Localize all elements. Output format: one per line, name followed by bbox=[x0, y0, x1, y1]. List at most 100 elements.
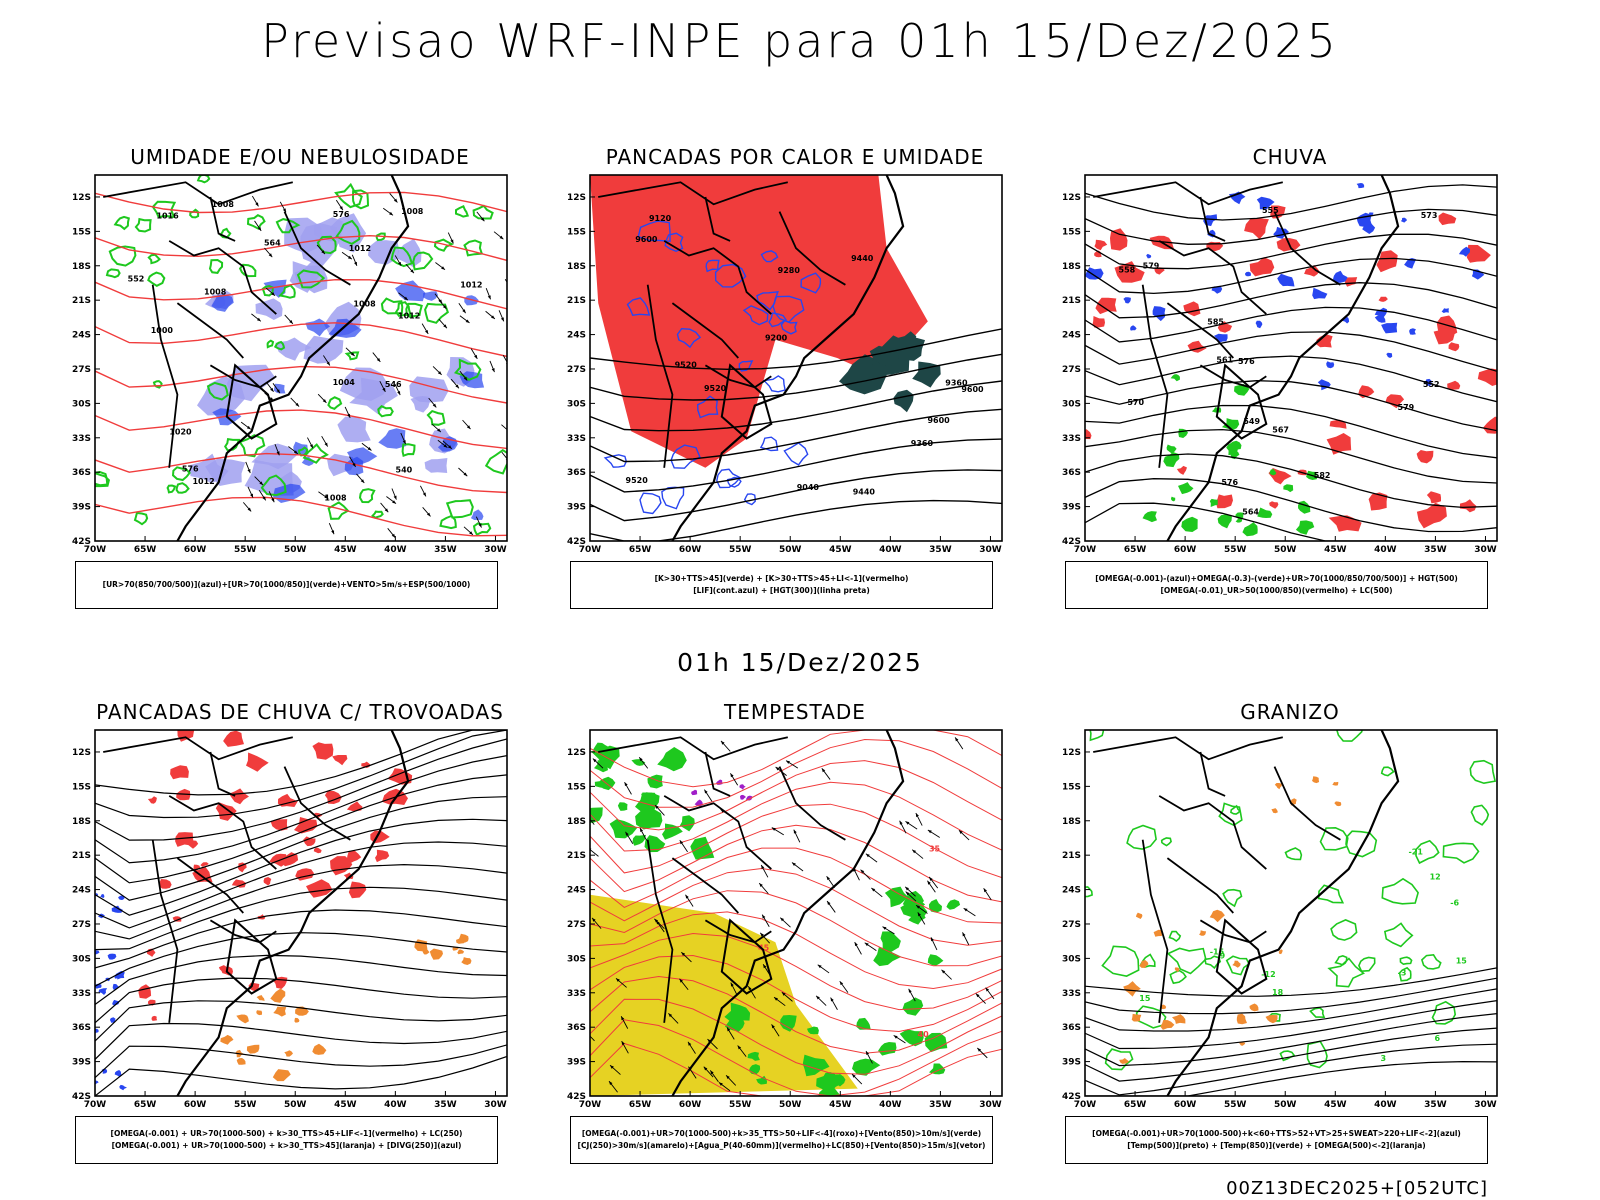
legend-box: [K>30+TTS>45](verde) + [K>30+TTS>45+LI<-… bbox=[570, 561, 993, 609]
lat-tick-label: 39S bbox=[72, 1058, 91, 1068]
wind-850-area bbox=[880, 931, 901, 952]
wind-vector-head bbox=[685, 894, 689, 899]
rain-area bbox=[1085, 429, 1092, 440]
wind-vector-head bbox=[322, 399, 327, 403]
lif-contour bbox=[783, 442, 809, 466]
contour-label: 582 bbox=[1314, 471, 1331, 480]
lat-tick-label: 18S bbox=[72, 817, 91, 827]
low-humidity-contour bbox=[316, 235, 337, 255]
precipitable-water-contour bbox=[590, 975, 1002, 1054]
temp-500-contour bbox=[1085, 967, 1497, 997]
wind-vector-head bbox=[727, 1027, 731, 1032]
wind-vector-head bbox=[478, 523, 482, 528]
lon-tick-label: 30W bbox=[1474, 1100, 1497, 1110]
omega-area bbox=[1209, 909, 1225, 923]
low-humidity-contour bbox=[171, 466, 191, 482]
lat-tick-label: 12S bbox=[1062, 748, 1081, 758]
thunderstorm-area bbox=[200, 862, 209, 867]
lat-tick-label: 12S bbox=[567, 748, 586, 758]
wind-vector-head bbox=[899, 820, 903, 825]
state-border bbox=[151, 839, 179, 1023]
lat-tick-label: 15S bbox=[72, 782, 91, 792]
wind-vector-head bbox=[491, 368, 495, 373]
state-border bbox=[1093, 181, 1283, 206]
temp-850-contour bbox=[1204, 955, 1222, 970]
wind-vector bbox=[501, 424, 507, 431]
temp-850-contour bbox=[1160, 837, 1172, 847]
rain-area bbox=[1438, 212, 1457, 226]
streamline bbox=[95, 886, 507, 951]
omega-area bbox=[1199, 930, 1207, 936]
wind-vector-head bbox=[500, 317, 504, 322]
wind-vector bbox=[590, 849, 599, 857]
contour-label: 1000 bbox=[151, 326, 174, 335]
humidity-core bbox=[344, 456, 364, 476]
wind-vector-head bbox=[905, 886, 909, 891]
state-border bbox=[1199, 919, 1267, 944]
state-border bbox=[598, 736, 788, 761]
wind-vector-head bbox=[271, 292, 276, 296]
wind-vector-head bbox=[830, 997, 834, 1002]
wind-850-area bbox=[780, 1015, 797, 1032]
thunderstorm-area bbox=[172, 916, 182, 922]
coastline bbox=[1166, 175, 1400, 541]
state-border bbox=[778, 766, 846, 841]
wind-vector bbox=[501, 451, 507, 460]
lat-tick-label: 42S bbox=[567, 1092, 586, 1102]
wind-vector-head bbox=[775, 766, 780, 771]
wind-vector-head bbox=[463, 376, 468, 381]
lat-tick-label: 27S bbox=[1062, 920, 1081, 930]
rain-area bbox=[1459, 499, 1477, 513]
wind-vector-head bbox=[929, 876, 933, 881]
wind-vector-head bbox=[257, 226, 262, 231]
wind-vector-head bbox=[882, 926, 887, 930]
wind-vector-head bbox=[983, 888, 987, 893]
temp-850-contour bbox=[1336, 730, 1363, 742]
map-granizo: 15 12 9 6 3 -3 -6 -21 -15 -12 18 15 12S 15S 18S 21S 24S 2… bbox=[1062, 729, 1498, 1110]
wind-vector-head bbox=[309, 444, 313, 449]
wind-vector-head bbox=[474, 354, 478, 359]
low-humidity-contour bbox=[390, 246, 414, 268]
divergence-area bbox=[114, 975, 120, 979]
wind-vector-head bbox=[262, 496, 266, 501]
low-humidity-contour bbox=[401, 443, 416, 458]
state-border bbox=[704, 196, 731, 242]
ascent-area bbox=[1458, 246, 1470, 257]
wind-vector-head bbox=[397, 391, 401, 396]
ascent-area bbox=[1404, 258, 1417, 269]
lat-tick-label: 36S bbox=[72, 1023, 91, 1033]
lat-tick-label: 15S bbox=[1062, 227, 1081, 237]
thunderstorm-area bbox=[312, 742, 334, 760]
temp-850-contour bbox=[1327, 957, 1365, 988]
lif-contour bbox=[780, 319, 798, 335]
strong-ascent-area bbox=[1142, 511, 1157, 523]
lon-tick-label: 40W bbox=[384, 1100, 407, 1110]
ascent-area bbox=[1374, 314, 1386, 323]
low-humidity-contour bbox=[327, 396, 343, 410]
temp-850-contour bbox=[1222, 888, 1243, 908]
instability-area bbox=[458, 933, 469, 943]
thunderstorm-area bbox=[306, 879, 333, 898]
lat-tick-label: 18S bbox=[1062, 817, 1081, 827]
contour-label: 570 bbox=[1127, 398, 1144, 407]
precipitable-water-contour bbox=[590, 911, 1002, 990]
panel-tempestade: TEMPESTADE 45 40 35 12S 15S 18S 21S 24S 27S 30S 33… bbox=[545, 700, 1045, 1190]
strong-ascent-area bbox=[1171, 496, 1176, 502]
wind-850-area bbox=[927, 954, 944, 966]
wind-vector-head bbox=[321, 250, 325, 255]
streamline bbox=[95, 1022, 507, 1060]
legend-line: [K>30+TTS>45](verde) + [K>30+TTS>45+LI<-… bbox=[654, 574, 909, 583]
rain-area bbox=[1095, 297, 1117, 315]
wind-vector-head bbox=[499, 235, 504, 240]
contour-label: 6 bbox=[1435, 1034, 1441, 1043]
temp-850-contour bbox=[1166, 947, 1207, 975]
low-humidity-contour bbox=[238, 434, 266, 458]
contour-label: 1012 bbox=[398, 312, 420, 321]
state-border bbox=[704, 751, 731, 797]
wind-vector bbox=[590, 818, 595, 825]
wind-vector-head bbox=[455, 384, 459, 389]
lat-tick-label: 30S bbox=[1062, 954, 1081, 964]
state-border bbox=[1141, 284, 1169, 468]
map-tempestade: 45 40 35 12S 15S 18S 21S 24S 27S 30S 33S 36S 39S 42S7… bbox=[567, 729, 1003, 1110]
lat-tick-label: 42S bbox=[72, 1092, 91, 1102]
